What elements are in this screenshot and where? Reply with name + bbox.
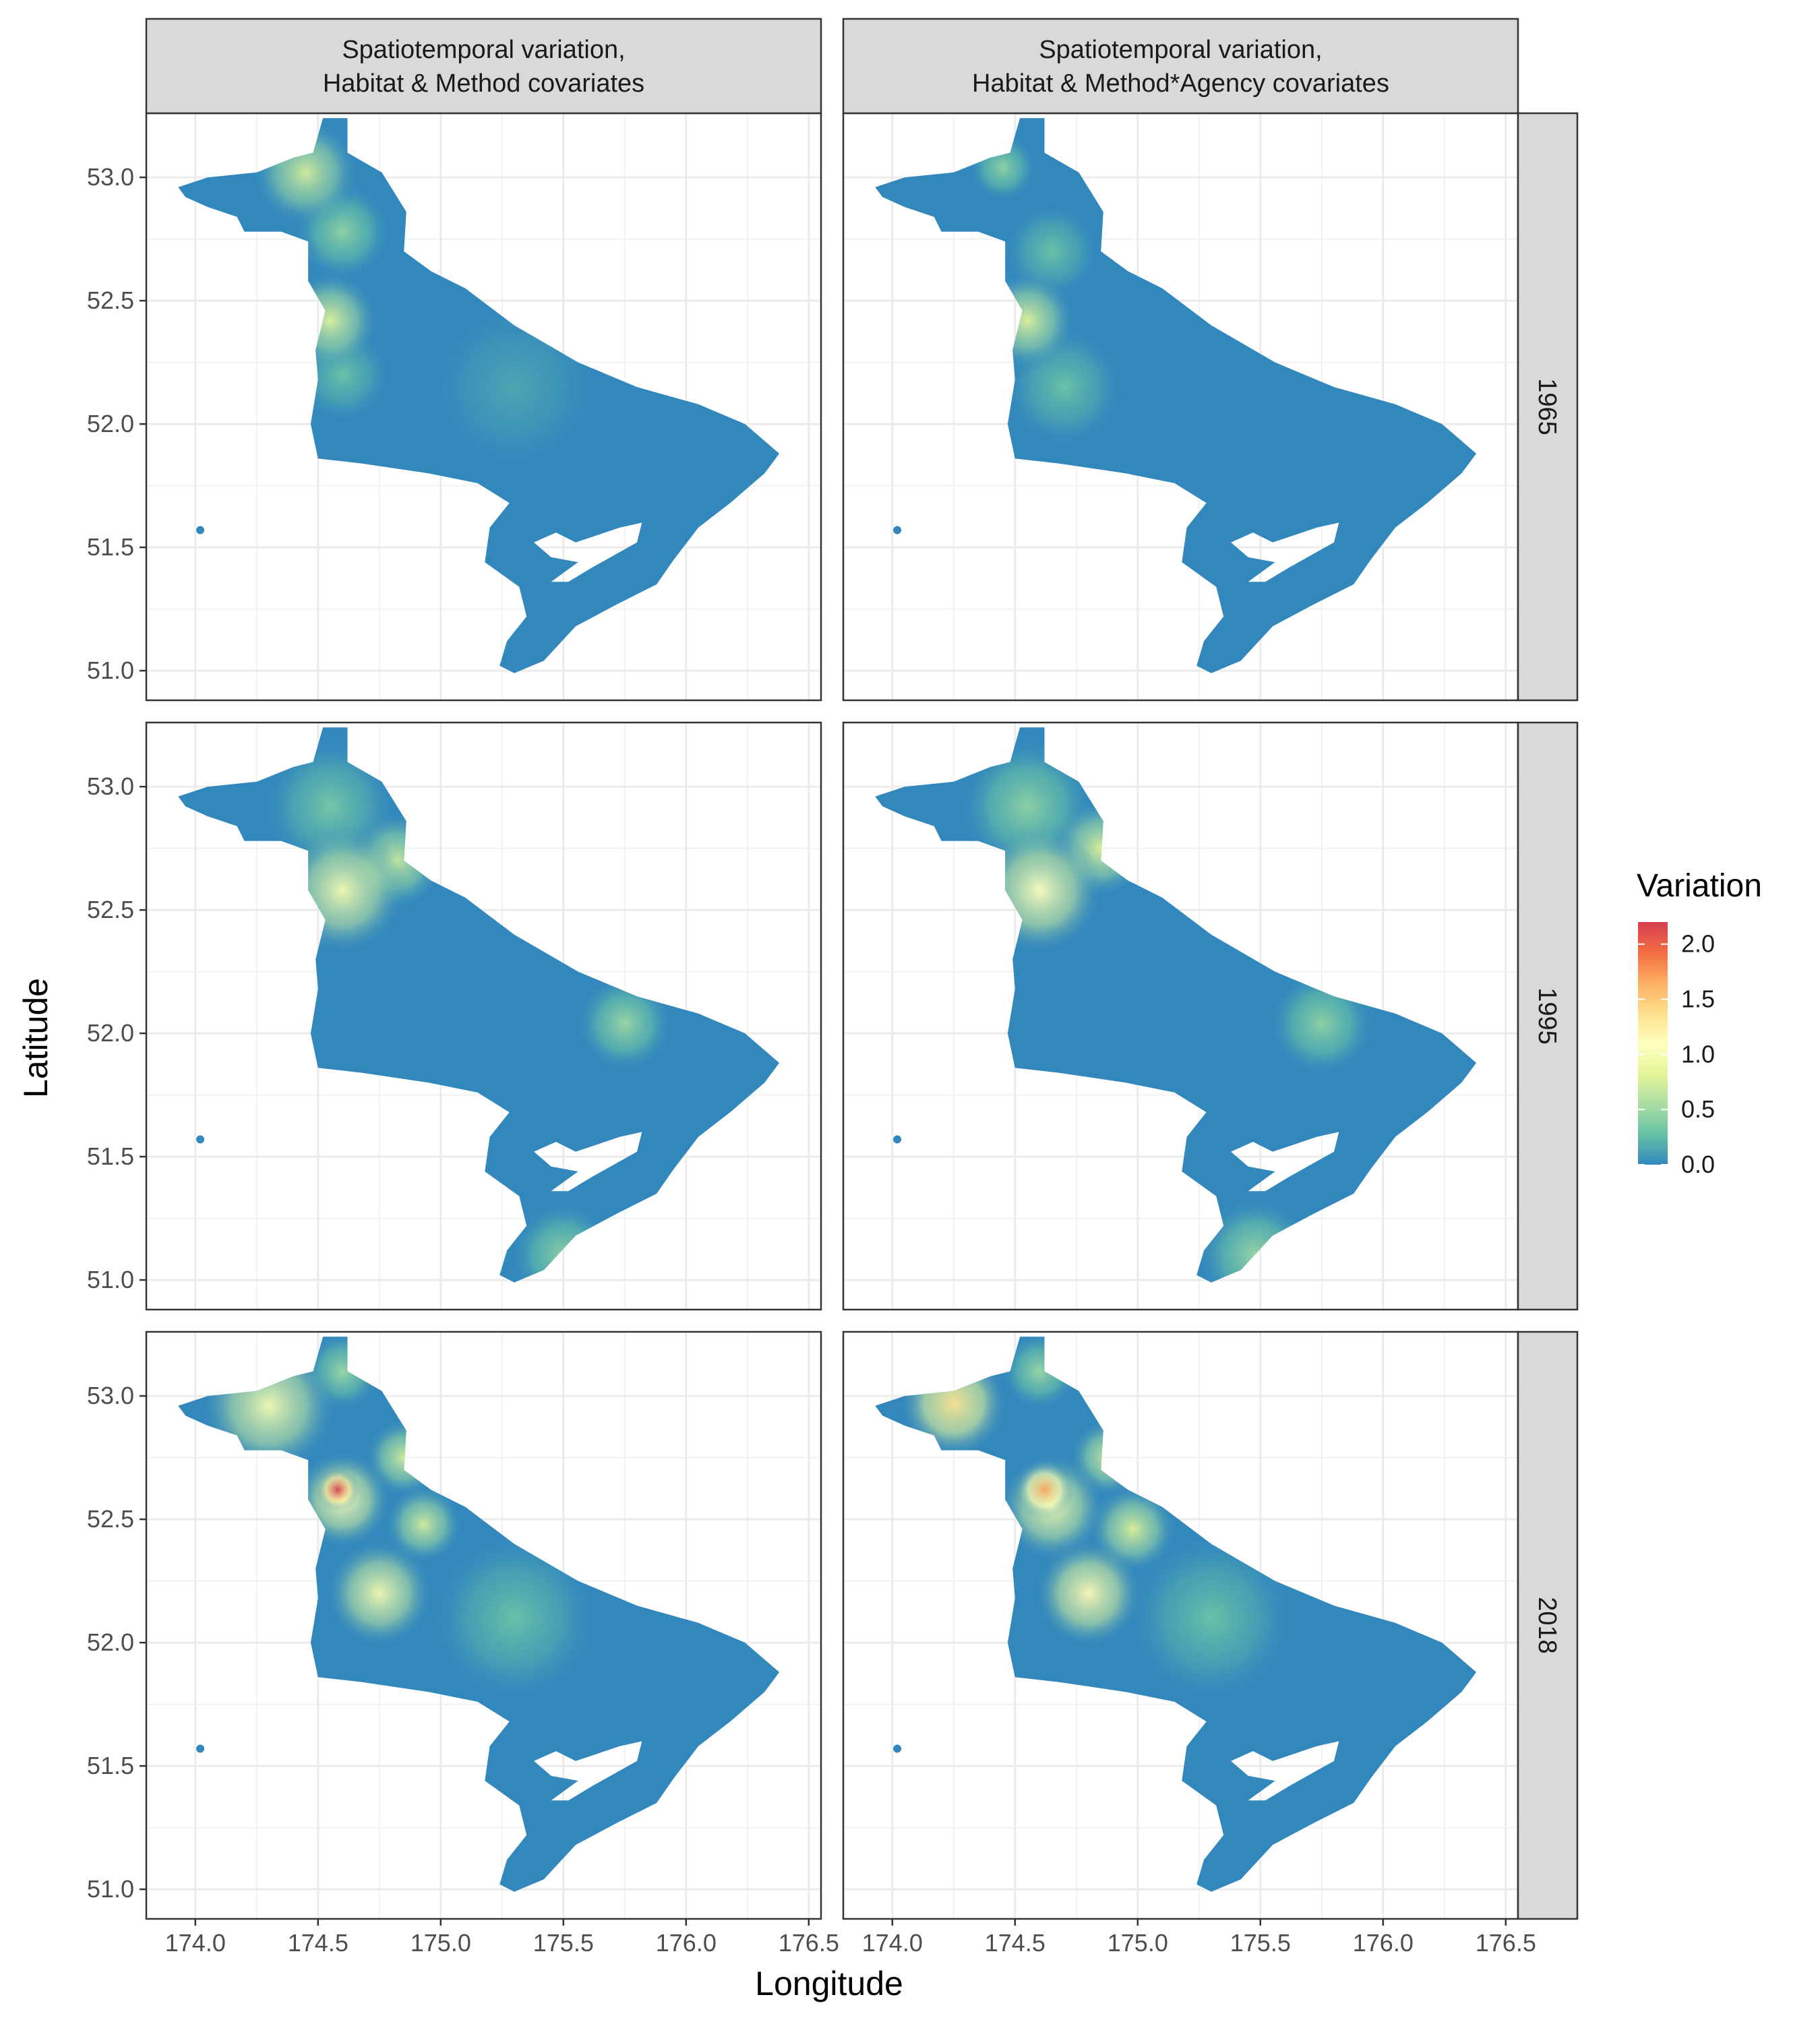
- legend-label: 2.0: [1681, 930, 1715, 958]
- isolated-site-point: [893, 1744, 902, 1753]
- color-legend: Variation 0.0 0.5 1.0 1.5 2.0: [1637, 868, 1762, 1178]
- strip-background: [842, 18, 1519, 115]
- y-tick-label: 51.0: [87, 1875, 134, 1903]
- axes: 51.0 51.5 52.0 52.5 53.0 51.0 51.5 52.0 52.5 53.0…: [87, 163, 1536, 1957]
- y-tick-label: 51.5: [87, 533, 134, 561]
- x-tick-label: 176.0: [656, 1929, 717, 1957]
- x-tick-label: 176.0: [1353, 1929, 1414, 1957]
- legend-label: 1.5: [1681, 985, 1715, 1013]
- isolated-site-point: [893, 1135, 902, 1144]
- y-tick-label: 51.5: [87, 1752, 134, 1779]
- isolated-site-point: [893, 526, 902, 534]
- strip-background: [1517, 1330, 1579, 1920]
- variation-hotspot: [384, 1484, 463, 1564]
- y-tick-label: 51.0: [87, 656, 134, 684]
- variation-hotspot: [428, 1531, 601, 1705]
- strip-label-line1: Spatiotemporal variation,: [1039, 36, 1322, 64]
- map-panel-1995-2: [842, 721, 1519, 1311]
- y-tick-label: 52.5: [87, 1505, 134, 1533]
- strip-label-line2: Habitat & Method*Agency covariates: [972, 69, 1389, 98]
- map-panel-1965-2: [842, 112, 1519, 702]
- strip-background: [1517, 112, 1579, 702]
- y-tick-label: 53.0: [87, 772, 134, 800]
- y-tick-label: 52.0: [87, 1019, 134, 1047]
- facet-panels: [145, 112, 1519, 1920]
- map-panel-2018-2: [842, 1330, 1519, 1920]
- y-tick-label: 52.0: [87, 1628, 134, 1656]
- map-panel-1995-1: [145, 721, 822, 1311]
- isolated-site-point: [196, 526, 205, 534]
- x-tick-label: 174.5: [985, 1929, 1045, 1957]
- strip-label-line2: Habitat & Method covariates: [323, 69, 644, 98]
- row-strip-2018: 2018: [1517, 1330, 1579, 1920]
- legend-label: 0.0: [1681, 1151, 1715, 1178]
- row-strip-label: 2018: [1533, 1597, 1561, 1654]
- x-tick-label: 175.0: [1108, 1929, 1168, 1957]
- y-tick-label: 52.0: [87, 410, 134, 437]
- legend-title: Variation: [1637, 868, 1762, 904]
- y-tick-label: 52.5: [87, 896, 134, 923]
- legend-colorbar: [1638, 922, 1668, 1165]
- row-strip-label: 1995: [1533, 987, 1561, 1045]
- strip-label-line1: Spatiotemporal variation,: [342, 36, 625, 64]
- facet-strips: Spatiotemporal variation, Habitat & Metho…: [145, 18, 1579, 1920]
- variation-hotspot: [1034, 1539, 1143, 1648]
- row-strip-1995: 1995: [1517, 721, 1579, 1311]
- y-tick-label: 51.5: [87, 1142, 134, 1170]
- x-tick-label: 176.5: [779, 1929, 839, 1957]
- variation-hotspot: [325, 1539, 433, 1648]
- row-strip-label: 1965: [1533, 378, 1561, 435]
- y-tick-label: 52.5: [87, 286, 134, 314]
- strip-background: [145, 18, 822, 115]
- isolated-site-point: [196, 1135, 205, 1144]
- isolated-site-point: [196, 1744, 205, 1753]
- map-panel-2018-1: [145, 1330, 822, 1920]
- column-strip-2: Spatiotemporal variation, Habitat & Metho…: [842, 18, 1519, 115]
- legend-label: 0.5: [1681, 1095, 1715, 1123]
- y-tick-label: 53.0: [87, 1382, 134, 1409]
- x-tick-label: 175.5: [533, 1929, 594, 1957]
- x-tick-label: 174.0: [165, 1929, 226, 1957]
- x-tick-label: 175.0: [411, 1929, 471, 1957]
- variation-hotspot: [315, 1467, 360, 1512]
- strip-background: [1517, 721, 1579, 1311]
- y-axis-title: Latitude: [17, 978, 55, 1098]
- legend-label: 1.0: [1681, 1040, 1715, 1068]
- panel-border: [145, 721, 822, 1311]
- row-strip-1965: 1965: [1517, 112, 1579, 702]
- x-tick-label: 174.5: [288, 1929, 348, 1957]
- x-axis-title: Longitude: [755, 1965, 903, 2002]
- x-tick-label: 176.5: [1476, 1929, 1536, 1957]
- variation-hotspot: [1014, 1460, 1074, 1520]
- column-strip-1: Spatiotemporal variation, Habitat & Metho…: [145, 18, 822, 115]
- y-tick-label: 51.0: [87, 1266, 134, 1293]
- panel-border: [145, 1330, 822, 1920]
- y-tick-label: 53.0: [87, 163, 134, 191]
- x-tick-label: 174.0: [862, 1929, 923, 1957]
- variation-hotspot: [1125, 1531, 1298, 1705]
- map-panel-1965-1: [145, 112, 822, 702]
- x-tick-label: 175.5: [1230, 1929, 1291, 1957]
